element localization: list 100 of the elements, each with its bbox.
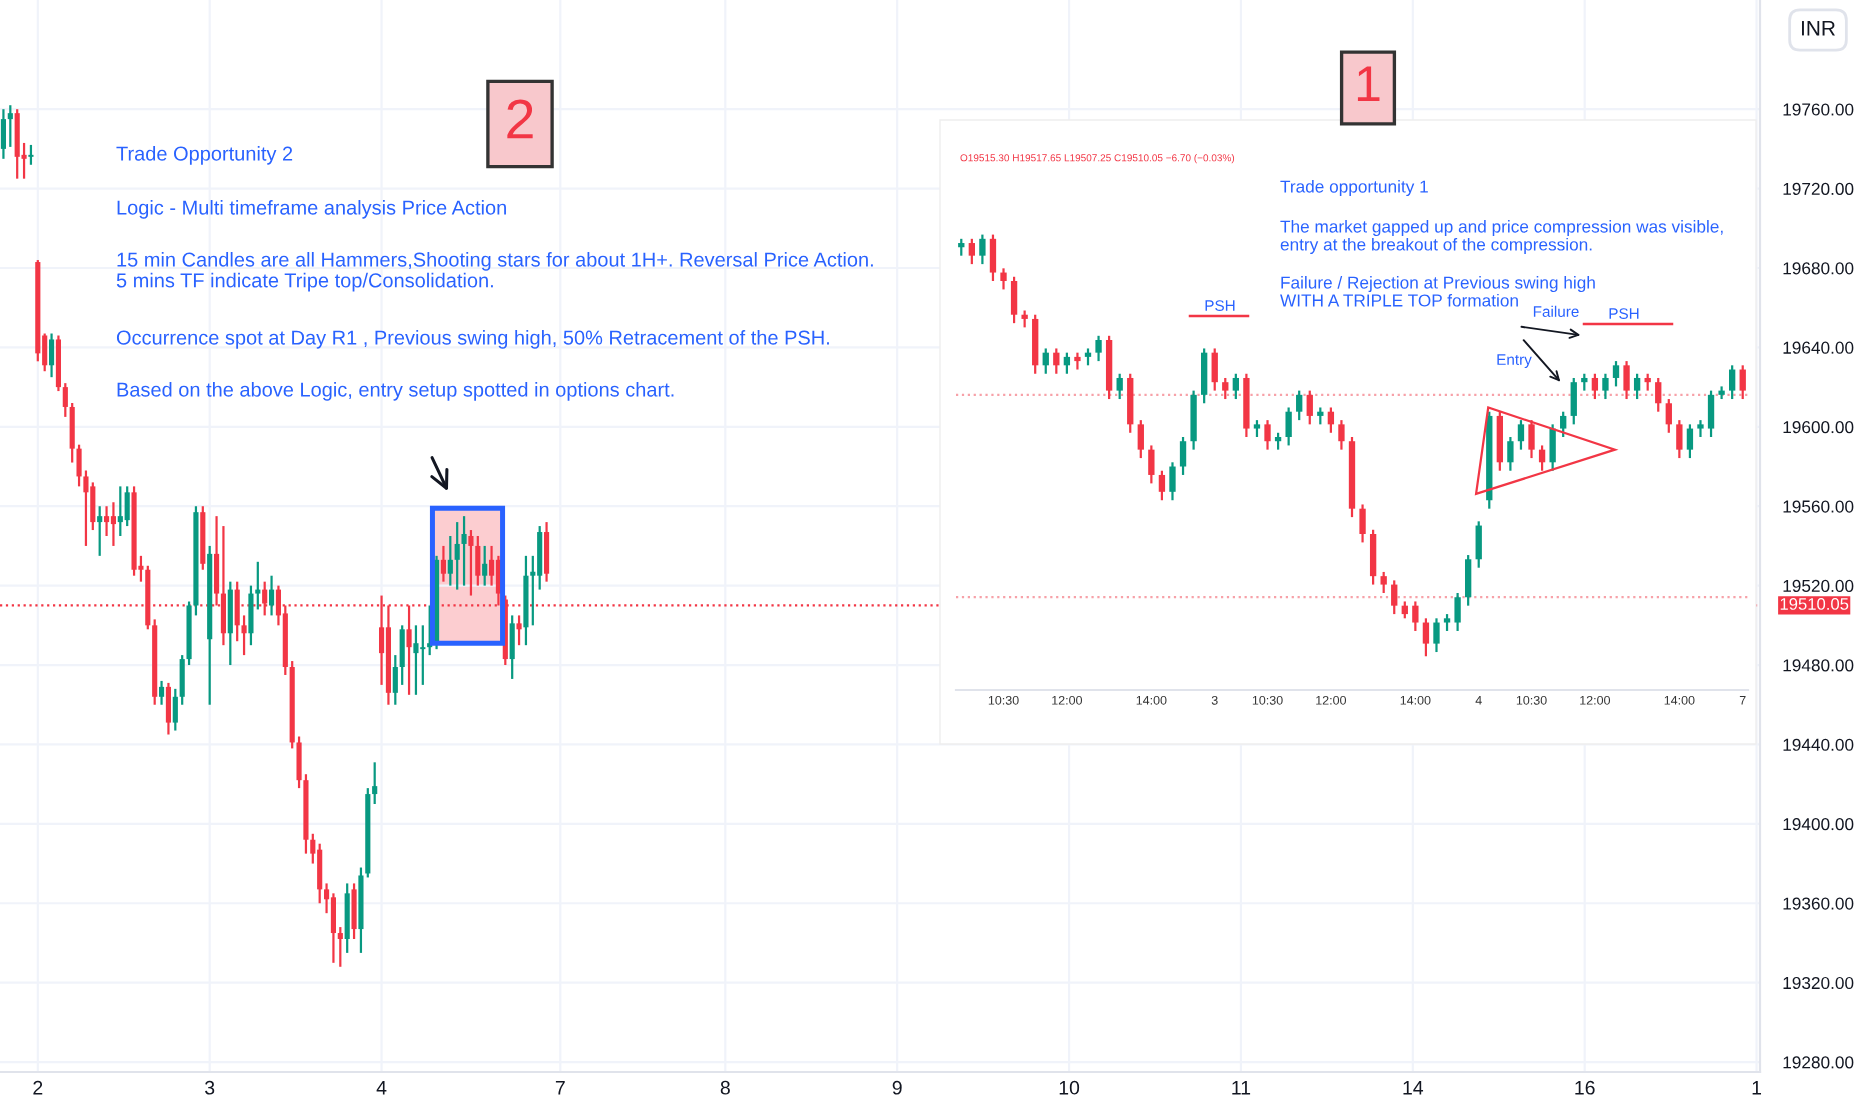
candlestick bbox=[1517, 419, 1525, 451]
candlestick bbox=[1095, 334, 1102, 363]
candlestick bbox=[420, 624, 426, 686]
y-tick-label: 19320.00 bbox=[1783, 976, 1854, 990]
annotation: 1 bbox=[1357, 66, 1380, 101]
ref-line-label: 19510.05 bbox=[1780, 598, 1849, 610]
candlestick bbox=[1327, 406, 1335, 434]
candlestick bbox=[1169, 461, 1176, 502]
candlestick bbox=[413, 624, 419, 696]
candlestick bbox=[1612, 359, 1620, 388]
y-tick-label: 19440.00 bbox=[1783, 738, 1854, 751]
candlestick bbox=[482, 544, 488, 587]
candlestick bbox=[1739, 364, 1746, 401]
candlestick bbox=[1296, 389, 1303, 422]
candlestick bbox=[317, 842, 323, 905]
candlestick bbox=[989, 233, 997, 283]
candlestick bbox=[461, 515, 467, 587]
candlestick bbox=[1010, 275, 1018, 325]
candlestick bbox=[1697, 419, 1704, 439]
candlestick bbox=[1538, 444, 1546, 472]
y-tick-label: 19280.00 bbox=[1783, 1056, 1854, 1069]
candlestick bbox=[1200, 347, 1208, 405]
annotation: Occurrence spot at Day R1 , Previous swing high, 50% Retracement of the PSH. bbox=[116, 330, 829, 349]
candlestick bbox=[1074, 351, 1081, 371]
candlestick bbox=[979, 233, 986, 266]
candlestick bbox=[1560, 410, 1567, 439]
candlestick bbox=[1369, 528, 1377, 586]
candlestick bbox=[516, 614, 522, 647]
candlestick bbox=[1285, 406, 1292, 447]
candlestick bbox=[97, 505, 103, 557]
annotation: Logic - Multi timeframe analysis Price Action bbox=[117, 200, 506, 219]
y-tick-label: 19560.00 bbox=[1783, 500, 1854, 513]
candlestick bbox=[968, 237, 976, 266]
x-tick-label: 8 bbox=[720, 1080, 730, 1095]
y-tick-label: 19400.00 bbox=[1783, 818, 1854, 831]
y-tick-label: 19520.00 bbox=[1783, 579, 1854, 593]
candlestick bbox=[1222, 376, 1229, 401]
candlestick bbox=[440, 544, 447, 583]
annotation: Trade Opportunity 2 bbox=[116, 146, 293, 165]
x-tick-label: 14 bbox=[1403, 1081, 1424, 1095]
candlestick bbox=[1528, 419, 1535, 460]
candlestick bbox=[344, 882, 350, 954]
annotation: Failure / Rejection at Previous swing high WITH A TRIPLE TOP formation bbox=[1280, 276, 1595, 307]
y-tick-label: 19600.00 bbox=[1783, 421, 1854, 434]
candlestick bbox=[1032, 313, 1039, 375]
candlestick bbox=[1475, 520, 1482, 569]
candlestick bbox=[1718, 385, 1725, 401]
annotation: 15 min Candles are all Hammers,Shooting stars for about 1H+. Reversal Price Action. 5 mins TF indicate Tripe top/Consolidation. bbox=[116, 252, 873, 292]
candlestick bbox=[158, 679, 165, 706]
candlestick bbox=[1179, 435, 1187, 477]
candlestick bbox=[1116, 372, 1123, 401]
candlestick bbox=[1433, 617, 1440, 654]
candlestick bbox=[543, 520, 550, 583]
candlestick bbox=[1264, 419, 1271, 451]
candlestick bbox=[268, 574, 275, 617]
x-tick-label: 9 bbox=[892, 1080, 902, 1095]
x-tick-label: 16 bbox=[1575, 1080, 1595, 1095]
candlestick bbox=[1454, 591, 1461, 633]
candlestick bbox=[1728, 364, 1736, 401]
candlestick bbox=[1042, 347, 1049, 375]
candlestick bbox=[48, 332, 55, 379]
y-tick-label: 19480.00 bbox=[1783, 659, 1854, 672]
candlestick bbox=[1359, 503, 1366, 544]
y-tick-label: 19720.00 bbox=[1783, 182, 1854, 195]
candlestick bbox=[1232, 372, 1240, 401]
candlestick bbox=[351, 882, 357, 941]
candlestick bbox=[1686, 423, 1694, 460]
y-tick-label: 19360.00 bbox=[1783, 897, 1854, 910]
candlestick bbox=[227, 580, 233, 667]
candlestick bbox=[1633, 372, 1641, 401]
candlestick bbox=[117, 485, 123, 538]
candlestick bbox=[1380, 570, 1387, 595]
candlestick bbox=[1391, 579, 1398, 616]
candlestick bbox=[399, 624, 405, 686]
annotation: Based on the above Logic, entry setup spotted in options chart. bbox=[117, 382, 674, 401]
y-tick-label: 19760.00 bbox=[1783, 103, 1854, 116]
candlestick bbox=[1000, 267, 1007, 291]
candlestick bbox=[1549, 423, 1556, 472]
candlestick bbox=[1063, 351, 1071, 375]
candlestick bbox=[1655, 376, 1662, 413]
candlestick bbox=[1412, 600, 1419, 633]
candlestick bbox=[509, 614, 515, 681]
candlestick bbox=[103, 505, 110, 538]
candlestick bbox=[110, 501, 117, 548]
candlestick bbox=[1148, 444, 1155, 485]
candlestick bbox=[1623, 359, 1630, 401]
candlestick bbox=[488, 544, 495, 587]
candlestick bbox=[1422, 617, 1430, 658]
y-tick-label: 19680.00 bbox=[1783, 262, 1854, 275]
candlestick bbox=[1507, 435, 1514, 472]
text: INR bbox=[1801, 21, 1835, 36]
annotation: The market gapped up and price compression was visible, entry at the breakout of the compression. bbox=[1280, 220, 1723, 254]
y-tick-label: 19640.00 bbox=[1783, 341, 1854, 354]
candlestick bbox=[165, 681, 172, 736]
candlestick bbox=[1591, 372, 1599, 401]
candlestick bbox=[1127, 372, 1134, 434]
candlestick bbox=[1211, 347, 1218, 392]
x-tick-label: 11 bbox=[1232, 1081, 1251, 1095]
x-tick-label: 10 bbox=[1059, 1080, 1080, 1095]
x-tick-label: 1 bbox=[1752, 1081, 1762, 1095]
